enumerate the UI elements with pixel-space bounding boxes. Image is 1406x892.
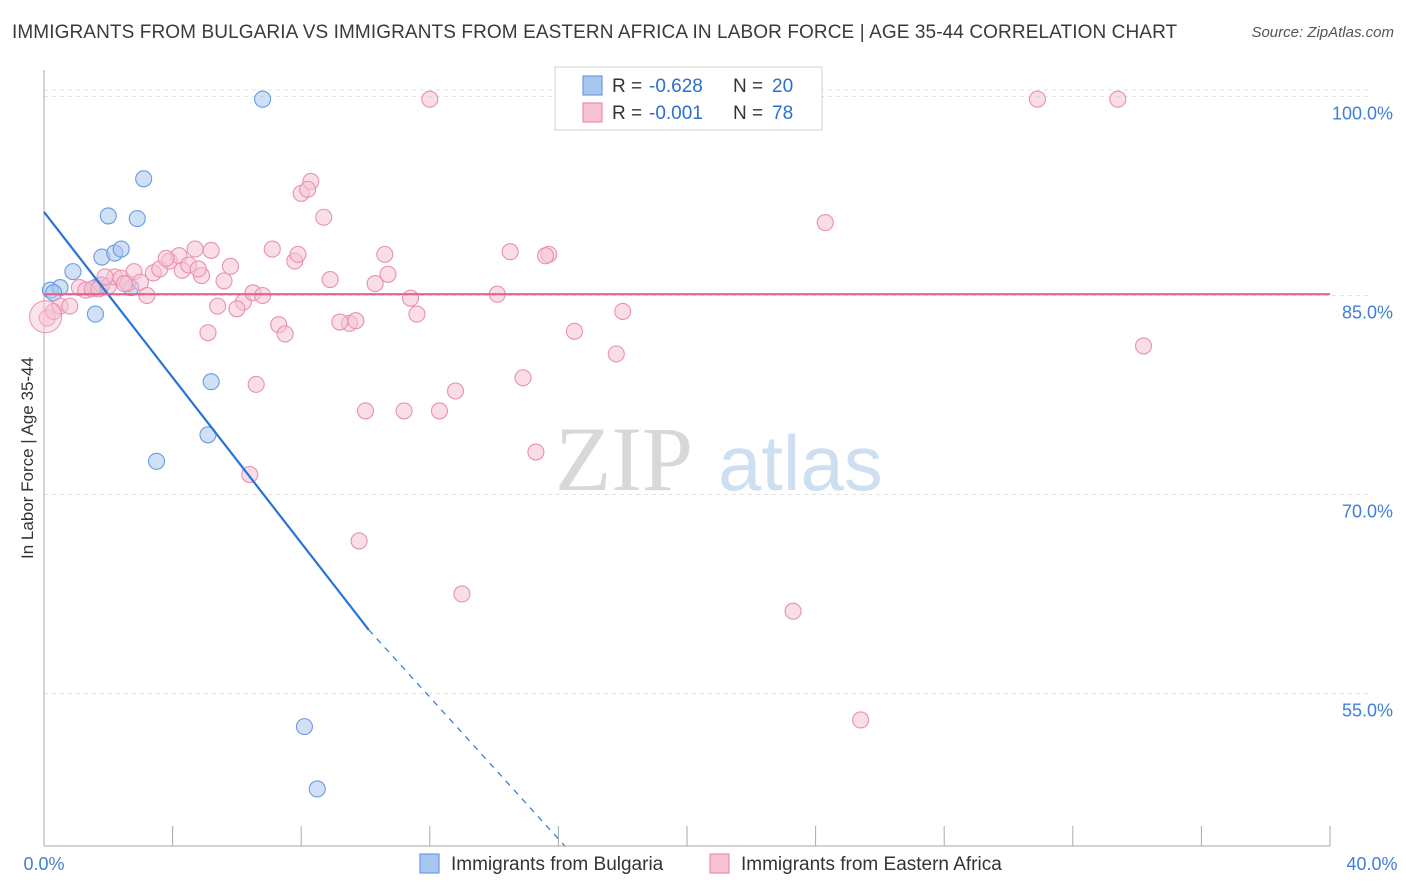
- stats-swatch-eastern-africa: [582, 102, 603, 123]
- trend-line-bulgaria: [43, 211, 370, 631]
- data-point: [215, 272, 233, 290]
- series-eastern-africa-points: [29, 90, 1153, 729]
- data-point: [112, 240, 130, 258]
- stats-r-label-eastern-africa: R =: [612, 103, 642, 124]
- data-point: [366, 275, 384, 293]
- data-point: [254, 90, 272, 108]
- data-point: [408, 305, 426, 323]
- data-point: [202, 241, 220, 259]
- stats-n-value-eastern-africa: 78: [772, 103, 793, 124]
- y-tick-label: 70.0%: [1342, 501, 1393, 521]
- data-point: [247, 375, 265, 393]
- grid-lines: [44, 89, 1370, 694]
- data-point: [347, 312, 365, 330]
- data-point: [1109, 90, 1127, 108]
- stats-n-label-eastern-africa: N =: [733, 103, 763, 124]
- source-credit: Source: ZipAtlas.com: [1251, 24, 1394, 41]
- data-point: [1028, 90, 1046, 108]
- data-point: [536, 247, 555, 265]
- data-point: [221, 257, 240, 275]
- legend-label-bulgaria: Immigrants from Bulgaria: [451, 854, 664, 875]
- data-point-cluster: [29, 300, 63, 334]
- y-tick-label: 55.0%: [1342, 700, 1393, 720]
- data-point: [64, 263, 82, 281]
- stats-r-value-bulgaria: -0.628: [649, 76, 703, 97]
- data-point: [614, 302, 632, 320]
- data-point: [263, 240, 281, 258]
- trend-lines: [43, 211, 1330, 847]
- data-point: [816, 213, 834, 232]
- data-point: [135, 170, 153, 188]
- legend: Immigrants from Bulgaria Immigrants from…: [419, 853, 1002, 875]
- stats-swatch-bulgaria: [582, 75, 603, 96]
- data-point: [199, 324, 217, 342]
- x-ticks: [43, 826, 1331, 846]
- data-point: [299, 180, 317, 198]
- data-point: [565, 322, 584, 340]
- data-point: [202, 373, 220, 391]
- stats-box: R = -0.628 N = 20 R = -0.001 N = 78: [554, 66, 823, 131]
- legend-swatch-eastern-africa: [709, 853, 730, 874]
- y-tick-label: 100.0%: [1332, 104, 1393, 124]
- data-point: [1134, 337, 1153, 355]
- data-point: [189, 260, 207, 278]
- data-point: [115, 275, 133, 293]
- data-point: [209, 297, 227, 315]
- data-point: [607, 345, 625, 363]
- y-tick-label: 85.0%: [1342, 303, 1393, 323]
- data-point: [401, 289, 420, 307]
- data-point: [430, 402, 448, 420]
- data-point: [501, 243, 519, 261]
- data-point: [527, 443, 545, 461]
- data-point: [852, 711, 870, 729]
- data-point: [350, 532, 368, 550]
- data-point: [289, 245, 307, 263]
- data-point: [295, 718, 313, 736]
- stats-r-value-eastern-africa: -0.001: [649, 103, 703, 124]
- data-point: [61, 297, 79, 315]
- data-point: [446, 382, 465, 400]
- data-point: [147, 452, 166, 470]
- data-point: [96, 268, 114, 286]
- data-point: [331, 313, 349, 331]
- series-bulgaria-points: [41, 90, 326, 798]
- data-point: [254, 286, 272, 305]
- chart-title: IMMIGRANTS FROM BULGARIA VS IMMIGRANTS F…: [12, 22, 1178, 43]
- data-point: [356, 402, 375, 420]
- data-point: [379, 265, 397, 283]
- x-tick-label-max: 40.0%: [1346, 854, 1397, 874]
- trend-line-bulgaria-extrapolated: [368, 629, 566, 847]
- y-tick-labels: 55.0% 70.0% 85.0% 100.0%: [1332, 104, 1393, 721]
- stats-n-label-bulgaria: N =: [733, 76, 763, 97]
- data-point: [308, 780, 326, 798]
- data-point: [315, 208, 333, 226]
- data-point: [276, 325, 294, 343]
- data-point: [421, 90, 439, 108]
- x-tick-label-min: 0.0%: [23, 854, 64, 874]
- data-point: [86, 305, 104, 323]
- data-point: [395, 402, 413, 420]
- data-point: [138, 286, 156, 305]
- data-point: [99, 207, 117, 225]
- stats-r-label-bulgaria: R =: [612, 76, 642, 97]
- data-point: [228, 300, 246, 318]
- data-point: [784, 602, 802, 620]
- data-point: [128, 210, 146, 228]
- watermark-zip: ZIP: [555, 408, 693, 510]
- data-point: [453, 585, 471, 603]
- data-point: [321, 271, 339, 289]
- legend-swatch-bulgaria: [419, 853, 440, 874]
- watermark-atlas: atlas: [718, 419, 883, 507]
- stats-n-value-bulgaria: 20: [772, 76, 793, 97]
- data-point: [376, 245, 394, 263]
- legend-label-eastern-africa: Immigrants from Eastern Africa: [741, 854, 1002, 875]
- y-axis-title: In Labor Force | Age 35-44: [18, 357, 37, 559]
- data-point: [514, 369, 532, 387]
- data-point: [157, 249, 175, 267]
- data-point: [186, 240, 204, 258]
